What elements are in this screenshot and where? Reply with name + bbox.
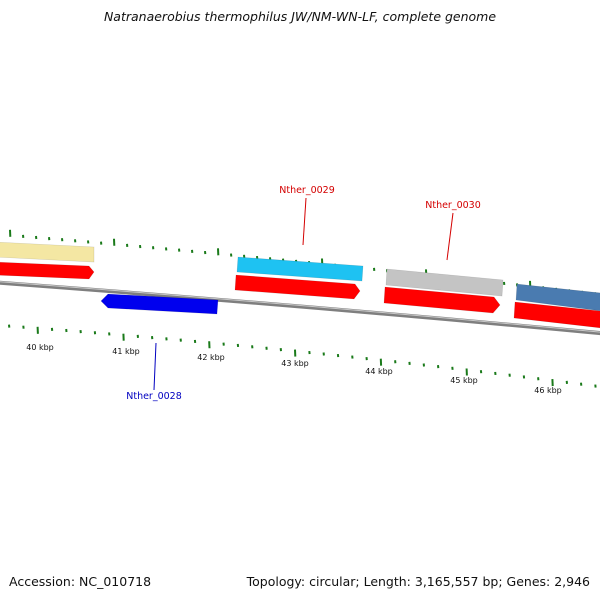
scale-labels: 40 kbp 41 kbp 42 kbp 43 kbp 44 kbp 45 kbp 46 k…	[26, 343, 562, 395]
scale-label: 44 kbp	[365, 367, 393, 376]
scale-label: 41 kbp	[112, 347, 140, 356]
genome-summary-text: Topology: circular; Length: 3,165,557 bp…	[246, 574, 590, 589]
nther-0029-leader-line	[302, 197, 307, 246]
backbone-line	[0, 280, 600, 336]
gene-labels: Nther_0028 Nther_0029 Nther_0030	[126, 185, 481, 402]
accession-text: Accession: NC_010718	[9, 574, 152, 589]
map-title: Natranaerobius thermophilus JW/NM-WN-LF,…	[103, 9, 497, 24]
gene-arrow[interactable]	[0, 241, 95, 263]
gene-arrow[interactable]	[513, 301, 600, 329]
gene-track	[0, 241, 600, 329]
nther-0028-leader-line	[153, 342, 157, 391]
genome-backbone	[0, 280, 600, 336]
scale-label: 40 kbp	[26, 343, 54, 352]
scale-label: 45 kbp	[450, 376, 478, 385]
gene-arrow[interactable]	[515, 283, 600, 312]
scale-label: 43 kbp	[281, 359, 309, 368]
nther-0030-label[interactable]: Nther_0030	[425, 200, 481, 211]
gene-arrow[interactable]	[234, 274, 361, 300]
gene-nther-0028[interactable]	[100, 293, 219, 315]
nther-0029-label[interactable]: Nther_0029	[279, 185, 335, 196]
backbone-highlight	[0, 281, 600, 333]
nther-0028-label[interactable]: Nther_0028	[126, 391, 182, 402]
gene-arrow[interactable]	[383, 286, 501, 314]
inner-tick-track	[8, 324, 597, 388]
gene-arrow[interactable]	[0, 261, 95, 280]
scale-label: 46 kbp	[534, 386, 562, 395]
scale-label: 42 kbp	[197, 353, 225, 362]
gene-nther-0030[interactable]	[385, 268, 504, 297]
nther-0030-leader-line	[446, 212, 454, 261]
gene-nther-0029[interactable]	[236, 256, 364, 282]
